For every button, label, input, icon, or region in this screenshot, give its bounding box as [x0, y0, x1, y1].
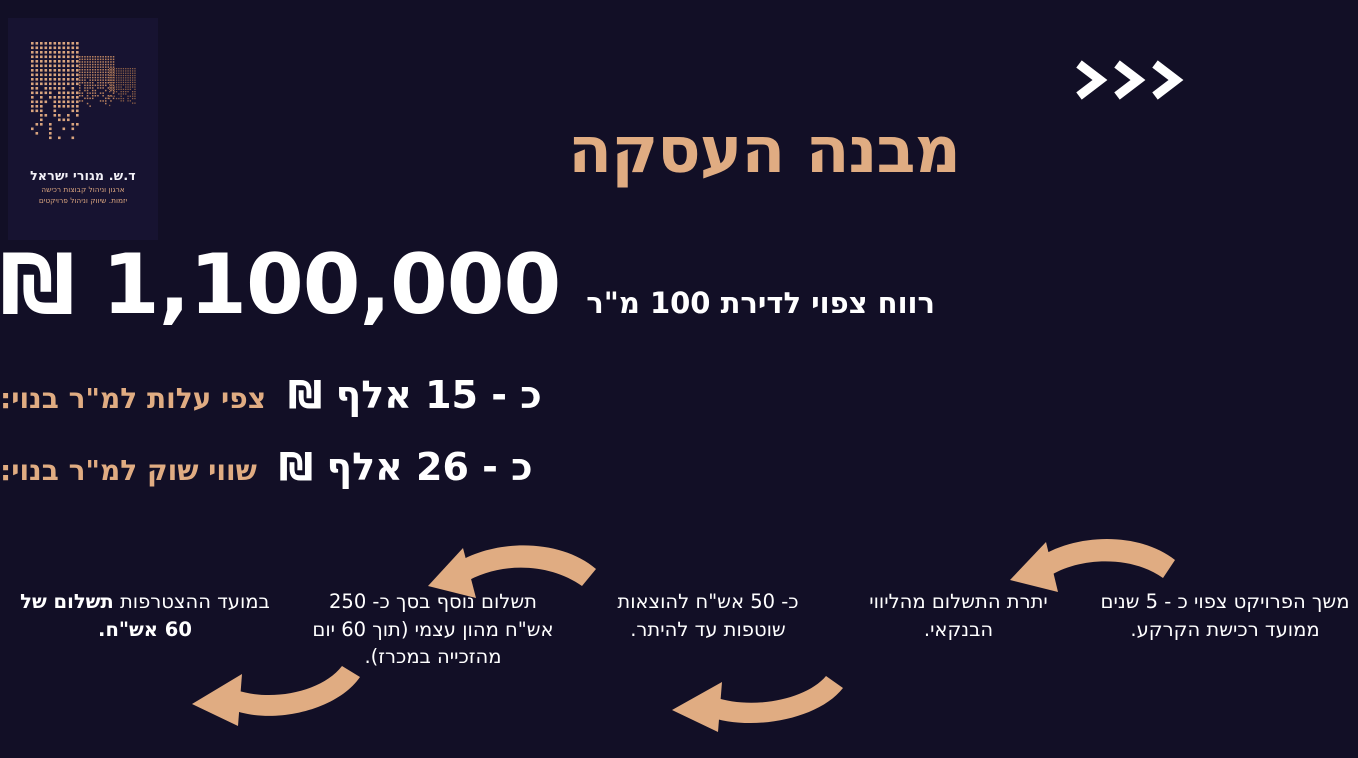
chevron-right-triple-icon [1073, 56, 1189, 104]
logo-tagline: ארגון וניהול קבוצות רכישה יזמות. שיווק ו… [39, 185, 127, 206]
flow-step: כ- 50 אש"ח להוצאות שוטפות עד להיתר. [598, 588, 818, 643]
flow-step: תשלום נוסף בסך כ- 250 אש"ח מהון עצמי (תו… [308, 588, 558, 671]
metric-value-cost: כ - 15 אלף ₪ [288, 373, 542, 417]
metric-row: צפי עלות למ"ר בנוי: כ - 15 אלף ₪ [0, 373, 1010, 417]
metric-row: שווי שוק למ"ר בנוי: כ - 26 אלף ₪ [0, 445, 1010, 489]
arrow-step1-to-step2-icon [1010, 539, 1175, 592]
metric-value-market: כ - 26 אלף ₪ [279, 445, 533, 489]
profit-label: רווח צפוי לדירת 100 מ"ר [586, 286, 935, 320]
flow-step: משך הפרויקט צפוי כ - 5 שנים ממועד רכישת … [1100, 588, 1350, 643]
metric-label-market: שווי שוק למ"ר בנוי: [0, 454, 257, 487]
flow-step-lead: במועד ההצטרפות [120, 590, 270, 613]
logo-tagline-line1: ארגון וניהול קבוצות רכישה [39, 185, 127, 196]
profit-amount: 1,100,000 ₪ [0, 243, 560, 326]
logo-tagline-line2: יזמות. שיווק וניהול פרויקטים [39, 196, 127, 207]
flow-step: במועד ההצטרפות תשלום של 60 אש"ח. [16, 588, 274, 643]
flow-step: יתרת התשלום מהליווי הבנקאי. [851, 588, 1066, 643]
slide-canvas: ד.ש. מגורי ישראל ארגון וניהול קבוצות רכי… [0, 0, 1358, 758]
flow-steps: במועד ההצטרפות תשלום של 60 אש"ח. תשלום נ… [0, 588, 1358, 718]
page-title: מבנה העסקה [0, 118, 1358, 185]
metric-label-cost: צפי עלות למ"ר בנוי: [0, 382, 266, 415]
profit-headline-row: 1,100,000 ₪ רווח צפוי לדירת 100 מ"ר [0, 243, 1190, 326]
